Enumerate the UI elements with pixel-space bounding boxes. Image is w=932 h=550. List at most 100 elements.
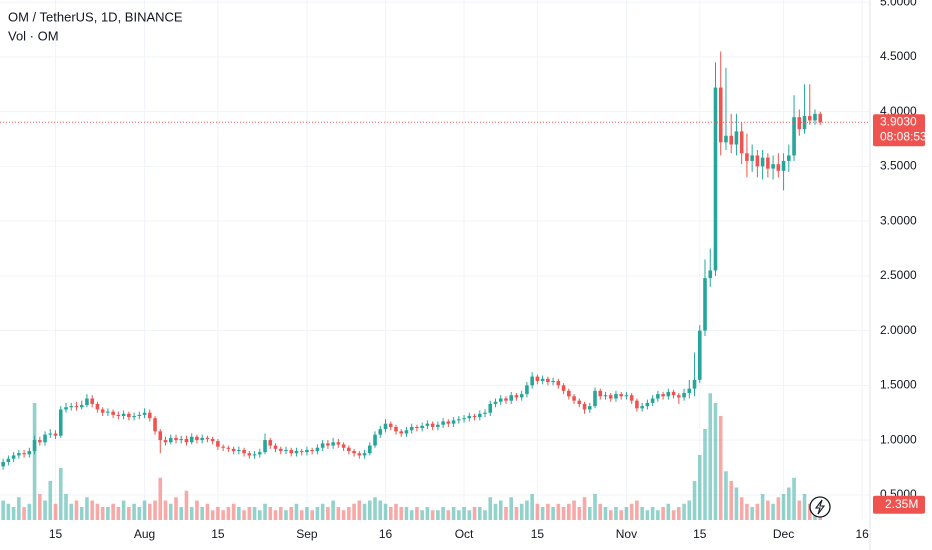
candle-body: [121, 413, 126, 416]
volume-bar: [745, 503, 749, 520]
volume-bar: [53, 503, 58, 520]
volume-bar: [336, 507, 341, 520]
volume-bar: [802, 494, 807, 520]
candle-body: [247, 453, 252, 456]
volume-bar: [807, 503, 812, 520]
candle-body: [32, 440, 37, 452]
candle-body: [394, 426, 398, 432]
volume-bar: [713, 403, 718, 520]
volume-bar: [708, 393, 713, 520]
candle-body: [383, 423, 388, 430]
volume-bar: [252, 507, 257, 520]
candle-body: [310, 449, 314, 452]
candle-body: [572, 396, 576, 401]
candle-body: [252, 454, 257, 456]
candle-body: [22, 453, 26, 455]
x-tick-label: Oct: [455, 527, 474, 541]
volume-bar: [341, 510, 346, 520]
volume-bar: [132, 503, 136, 520]
candle-body: [11, 455, 16, 459]
volume-bar: [608, 510, 613, 520]
volume-bar: [289, 507, 294, 520]
candle-body: [331, 442, 335, 446]
volume-bar: [6, 503, 11, 520]
volume-bar: [268, 507, 273, 520]
volume-bar: [677, 507, 681, 520]
volume-bar: [179, 507, 184, 520]
candle-body: [587, 406, 592, 410]
candle-body: [341, 444, 346, 448]
volume-bar: [32, 403, 37, 520]
volume-bar: [263, 503, 267, 520]
volume-bar: [624, 507, 629, 520]
candle-body: [656, 394, 660, 399]
y-tick-label: 2.0000: [880, 323, 917, 337]
volume-bar: [231, 503, 236, 520]
volume-bar: [535, 503, 540, 520]
volume-bar: [666, 503, 671, 520]
volume-bar: [551, 507, 555, 520]
candle-body: [362, 453, 367, 456]
volume-bar: [278, 507, 283, 520]
volume-bar: [299, 510, 304, 520]
volume-bar: [640, 507, 644, 520]
candle-body: [64, 407, 68, 410]
volume-bar: [692, 481, 697, 520]
volume-bar: [100, 507, 105, 520]
replay-icon[interactable]: [809, 496, 831, 518]
candle-body: [273, 445, 278, 449]
volume-bar: [257, 510, 262, 520]
volume-bar: [493, 503, 498, 520]
candle-body: [111, 411, 115, 415]
x-tick-label: 15: [693, 527, 707, 541]
volume-bar: [367, 500, 372, 520]
candle-body: [629, 395, 634, 401]
candle-body: [781, 160, 786, 171]
x-tick-label: 15: [531, 527, 545, 541]
candle-body: [347, 447, 351, 452]
y-tick-label: 1.5000: [880, 378, 917, 392]
candle-body: [174, 437, 178, 441]
volume-bar: [530, 494, 534, 520]
volume-bar: [189, 507, 194, 520]
volume-bar: [457, 510, 461, 520]
candle-body: [137, 414, 142, 416]
volume-bar: [724, 471, 728, 520]
candle-body: [409, 426, 414, 431]
candle-body: [787, 155, 791, 161]
volume-bar: [436, 510, 440, 520]
volume-bar: [750, 507, 754, 520]
volume-bar: [488, 497, 493, 520]
candle-body: [750, 155, 754, 161]
candle-body: [818, 113, 823, 123]
volume-bar: [38, 494, 42, 520]
volume-bar: [561, 507, 566, 520]
volume-bar: [420, 510, 424, 520]
candle-body: [378, 429, 383, 435]
candle-body: [184, 438, 189, 443]
volume-bar: [540, 507, 545, 520]
candle-body: [399, 431, 404, 434]
volume-bar: [567, 503, 571, 520]
candle-body: [320, 443, 325, 448]
candle-body: [666, 391, 671, 397]
volume-bar: [399, 507, 404, 520]
volume-bar: [148, 503, 152, 520]
volume-bar: [127, 507, 131, 520]
volume-bar: [85, 497, 89, 520]
volume-bar: [734, 487, 739, 520]
volume-bar: [168, 503, 173, 520]
last-price-label: 3.9030: [880, 114, 917, 128]
volume-bar: [687, 500, 692, 520]
volume-bar: [205, 503, 210, 520]
volume-bar: [210, 510, 215, 520]
volume-bar: [519, 503, 524, 520]
volume-bar: [703, 429, 707, 520]
candle-body: [116, 414, 121, 416]
volume-bar: [797, 500, 802, 520]
volume-bar: [357, 500, 362, 520]
volume-bar: [90, 500, 94, 520]
volume-bar: [629, 503, 634, 520]
candle-body: [189, 436, 194, 443]
candle-body: [100, 409, 105, 413]
